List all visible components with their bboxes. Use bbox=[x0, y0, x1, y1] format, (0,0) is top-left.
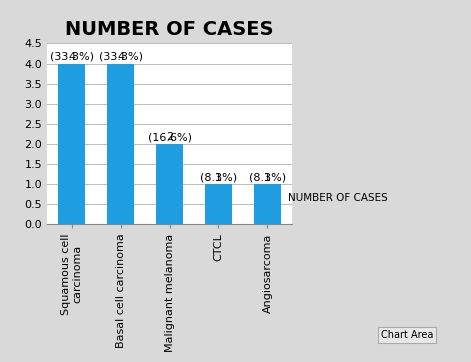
Title: NUMBER OF CASES: NUMBER OF CASES bbox=[65, 20, 274, 39]
Bar bbox=[58, 64, 85, 224]
Text: 4: 4 bbox=[117, 52, 124, 62]
Bar bbox=[107, 64, 134, 224]
Text: (8.3%): (8.3%) bbox=[249, 161, 286, 182]
Bar bbox=[156, 144, 183, 224]
Text: (8.3%): (8.3%) bbox=[200, 161, 237, 182]
Bar bbox=[254, 184, 281, 224]
Text: 2: 2 bbox=[166, 132, 173, 142]
Text: NUMBER OF CASES: NUMBER OF CASES bbox=[288, 193, 388, 203]
Text: 4: 4 bbox=[68, 52, 75, 62]
Text: (33.3%): (33.3%) bbox=[98, 40, 143, 62]
Text: 1: 1 bbox=[215, 173, 222, 182]
Bar bbox=[205, 184, 232, 224]
Text: Chart Area: Chart Area bbox=[381, 330, 433, 340]
Text: (16.6%): (16.6%) bbox=[147, 121, 192, 142]
Text: (33.3%): (33.3%) bbox=[49, 40, 94, 62]
Text: 1: 1 bbox=[264, 173, 271, 182]
